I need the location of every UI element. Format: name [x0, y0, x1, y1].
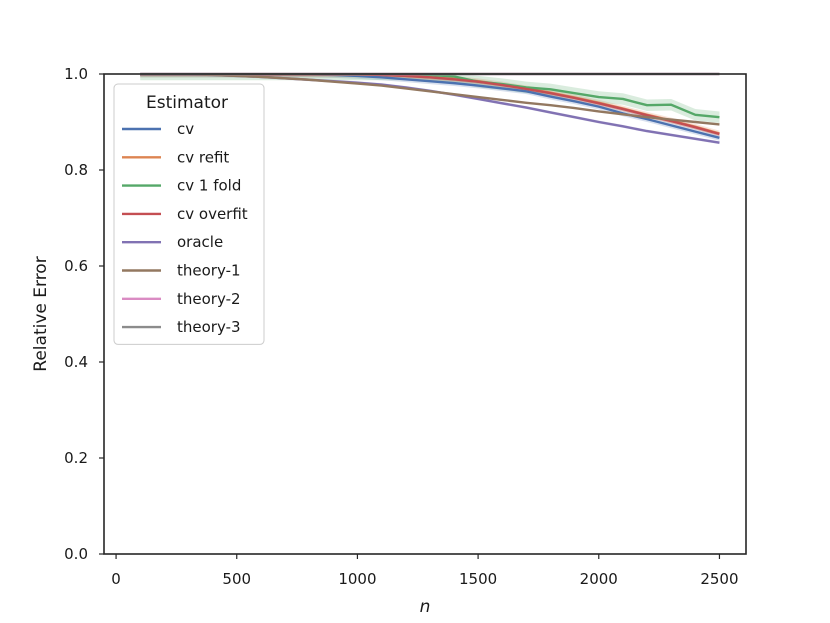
legend-title: Estimator	[146, 93, 228, 113]
y-axis-label: Relative Error	[31, 256, 51, 371]
y-tick-label: 1.0	[64, 65, 88, 83]
y-tick-label: 0.6	[64, 257, 88, 275]
legend-label: theory-1	[177, 262, 241, 280]
legend-label: cv refit	[177, 148, 229, 166]
x-axis-ticks: 0 500 1000 1500 2000 2500	[111, 554, 739, 588]
legend-label: theory-2	[177, 290, 241, 308]
y-tick-label: 0.2	[64, 449, 88, 467]
legend-item: theory-2	[122, 290, 241, 308]
legend-item: cv	[122, 120, 194, 138]
y-tick-label: 0.0	[64, 545, 88, 563]
legend-item: cv refit	[122, 148, 229, 166]
legend-item: theory-1	[122, 262, 241, 280]
y-tick-label: 0.8	[64, 161, 88, 179]
x-tick-label: 0	[111, 570, 121, 588]
legend-items: cv cv refit cv 1 fold cv overfit oracle theor…	[122, 120, 248, 336]
legend: Estimator cv cv refit cv 1 fold cv overfit o…	[113, 83, 265, 345]
legend-label: cv	[177, 120, 194, 138]
y-axis-ticks: 0.0 0.2 0.4 0.6 0.8 1.0	[64, 65, 104, 563]
x-tick-label: 500	[222, 570, 251, 588]
legend-label: oracle	[177, 233, 223, 251]
legend-item: theory-3	[122, 318, 241, 336]
legend-item: oracle	[122, 233, 223, 251]
legend-label: cv overfit	[177, 205, 248, 223]
legend-item: cv overfit	[122, 205, 248, 223]
legend-label: theory-3	[177, 318, 241, 336]
x-tick-label: 2500	[700, 570, 738, 588]
x-tick-label: 1000	[338, 570, 376, 588]
x-tick-label: 2000	[580, 570, 618, 588]
y-tick-label: 0.4	[64, 353, 88, 371]
x-tick-label: 1500	[459, 570, 497, 588]
axes-frame	[103, 73, 747, 555]
legend-label: cv 1 fold	[177, 177, 241, 195]
series-line	[140, 73, 720, 126]
legend-box	[113, 83, 265, 345]
legend-item: cv 1 fold	[122, 177, 241, 195]
x-axis-label: n	[420, 597, 431, 617]
